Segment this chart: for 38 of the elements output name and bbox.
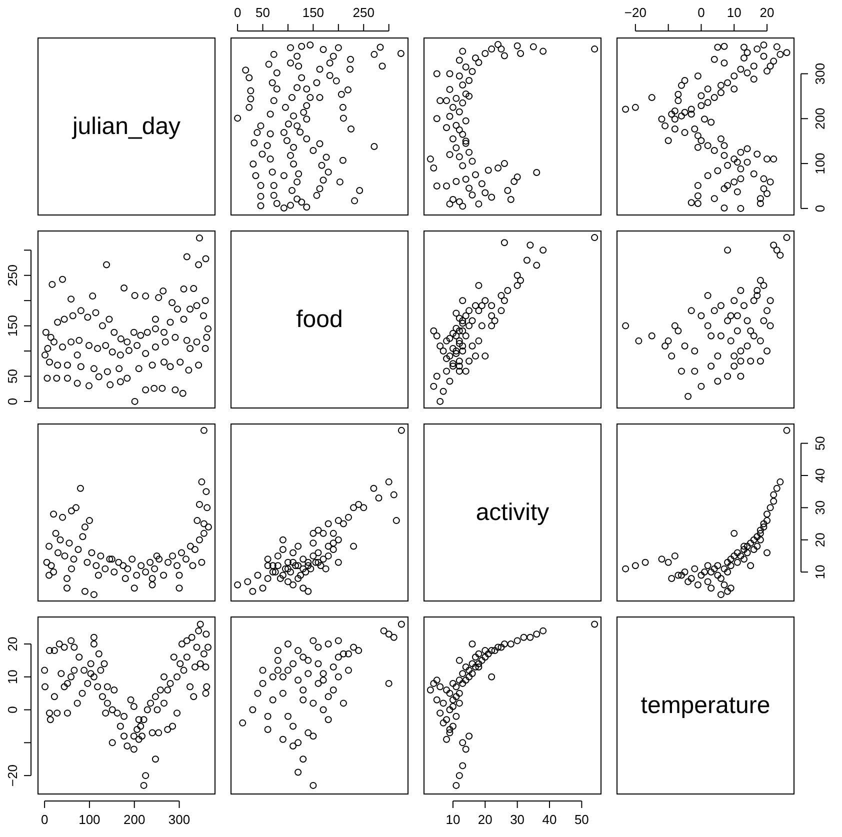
y-tick-label: 150: [5, 314, 20, 337]
x-tick-label: 0: [698, 5, 705, 20]
text: julian_day: [71, 113, 181, 140]
y-tick-label: 0: [812, 204, 828, 212]
x-tick-label: 20: [760, 5, 774, 20]
text: activity: [476, 499, 550, 526]
x-tick-label: 100: [78, 812, 100, 827]
y-tick-label: 200: [812, 108, 828, 130]
y-tick-label: 10: [5, 670, 20, 684]
y-tick-label: 0: [5, 398, 20, 406]
y-tick-label: 50: [5, 368, 20, 384]
text: food: [296, 306, 343, 333]
y-tick-label: −20: [5, 764, 20, 787]
x-tick-label: 40: [542, 812, 557, 827]
y-tick-label: 20: [812, 532, 828, 548]
x-tick-label: 150: [302, 5, 324, 20]
x-tick-label: 0: [40, 812, 48, 827]
y-tick-label: 40: [812, 468, 828, 483]
x-tick-label: 250: [352, 5, 374, 20]
y-tick-label: 50: [812, 436, 828, 451]
x-tick-label: 300: [168, 812, 190, 827]
y-tick-label: 100: [812, 152, 828, 174]
y-tick-label: 0: [5, 706, 20, 714]
x-tick-label: 50: [256, 5, 270, 20]
x-tick-label: 10: [726, 5, 742, 20]
x-tick-label: 10: [446, 812, 460, 827]
text: temperature: [640, 692, 770, 719]
x-tick-label: 30: [510, 812, 525, 827]
x-tick-label: 200: [124, 812, 146, 827]
x-tick-label: 0: [234, 5, 242, 20]
x-tick-label: 50: [574, 812, 589, 827]
y-tick-label: 30: [812, 500, 828, 515]
y-tick-label: 10: [812, 564, 828, 580]
y-tick-label: 20: [5, 636, 20, 652]
x-tick-label: −20: [624, 5, 646, 20]
y-tick-label: 250: [5, 264, 20, 286]
y-tick-label: 300: [812, 62, 828, 85]
x-tick-label: 20: [478, 812, 492, 827]
